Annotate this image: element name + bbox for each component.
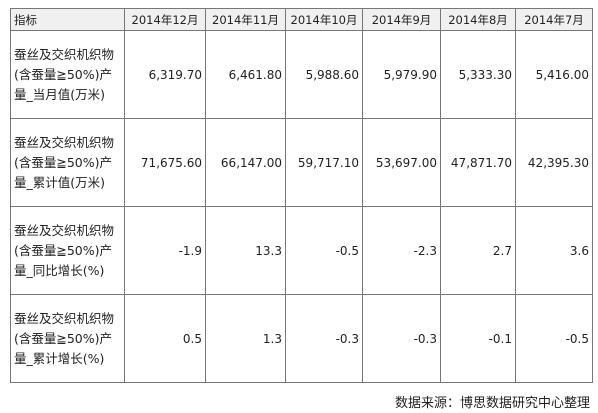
header-cell: 指标: [10, 8, 125, 31]
value-cell: 47,871.70: [440, 118, 516, 207]
row-label: 蚕丝及交织机织物(含蚕量≧50%)产量_累计增长(%): [10, 294, 125, 383]
value-cell: 2.7: [440, 206, 516, 295]
data-table: 指标 2014年12月 2014年11月 2014年10月 2014年9月 2014年8月…: [10, 8, 593, 383]
table-body: 蚕丝及交织机织物(含蚕量≧50%)产量_当月值(万米) 6,319.70 6,461…: [10, 30, 593, 383]
value-cell: -0.5: [285, 206, 363, 295]
value-cell: 5,988.60: [285, 30, 363, 119]
header-cell: 2014年12月: [124, 8, 206, 31]
value-cell: -1.9: [124, 206, 206, 295]
table-row: 蚕丝及交织机织物(含蚕量≧50%)产量_累计值(万米) 71,675.60 66,1…: [10, 118, 593, 207]
value-cell: -0.5: [515, 294, 593, 383]
value-cell: -0.1: [440, 294, 516, 383]
row-label: 蚕丝及交织机织物(含蚕量≧50%)产量_累计值(万米): [10, 118, 125, 207]
value-cell: 13.3: [205, 206, 286, 295]
source-note: 数据来源：博思数据研究中心整理: [394, 396, 590, 411]
value-cell: 53,697.00: [362, 118, 441, 207]
value-cell: 42,395.30: [515, 118, 593, 207]
value-cell: 66,147.00: [205, 118, 286, 207]
table-row: 蚕丝及交织机织物(含蚕量≧50%)产量_同比增长(%) -1.9 13.3 -0.5-…: [10, 206, 593, 295]
table-row: 蚕丝及交织机织物(含蚕量≧50%)产量_累计增长(%) 0.5 1.3 -0.3 -0.…: [10, 294, 593, 383]
value-cell: 5,416.00: [515, 30, 593, 119]
header-row: 指标 2014年12月 2014年11月 2014年10月 2014年9月 2014年8月…: [10, 8, 593, 31]
table-row: 蚕丝及交织机织物(含蚕量≧50%)产量_当月值(万米) 6,319.70 6,461…: [10, 30, 593, 119]
value-cell: 6,319.70: [124, 30, 206, 119]
value-cell: -0.3: [362, 294, 441, 383]
header-cell: 2014年8月: [440, 8, 516, 31]
value-cell: 0.5: [124, 294, 206, 383]
row-label: 蚕丝及交织机织物(含蚕量≧50%)产量_当月值(万米): [10, 30, 125, 119]
value-cell: 5,979.90: [362, 30, 441, 119]
header-cell: 2014年11月: [205, 8, 286, 31]
value-cell: 6,461.80: [205, 30, 286, 119]
header-cell: 2014年9月: [362, 8, 441, 31]
header-cell: 2014年7月: [515, 8, 593, 31]
header-cell: 2014年10月: [285, 8, 363, 31]
value-cell: -2.3: [362, 206, 441, 295]
value-cell: 71,675.60: [124, 118, 206, 207]
value-cell: 3.6: [515, 206, 593, 295]
value-cell: 59,717.10: [285, 118, 363, 207]
value-cell: -0.3: [285, 294, 363, 383]
value-cell: 5,333.30: [440, 30, 516, 119]
value-cell: 1.3: [205, 294, 286, 383]
row-label: 蚕丝及交织机织物(含蚕量≧50%)产量_同比增长(%): [10, 206, 125, 295]
